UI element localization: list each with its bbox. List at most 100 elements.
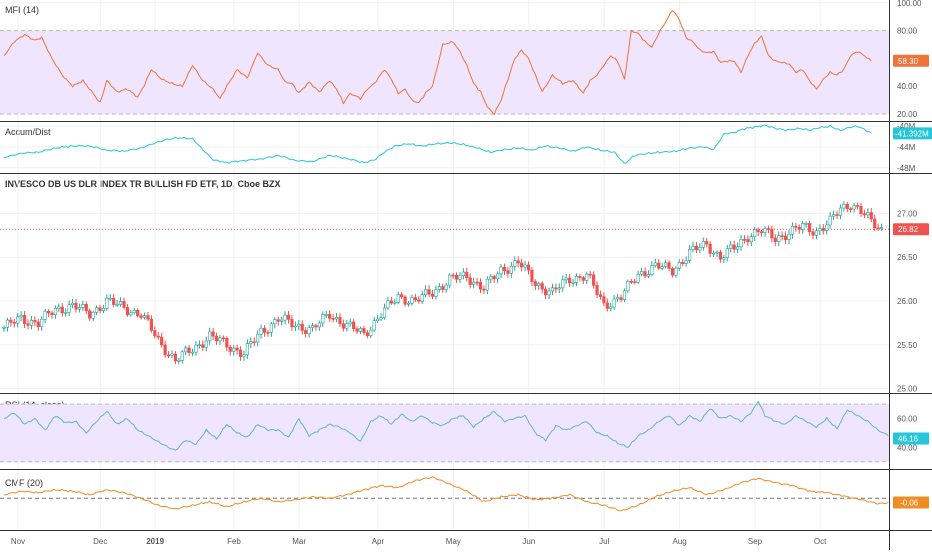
candle-body bbox=[780, 235, 784, 238]
candle-body bbox=[708, 243, 712, 254]
candle-body bbox=[273, 319, 277, 325]
candle-body bbox=[84, 304, 88, 312]
candle-body bbox=[729, 244, 733, 249]
x-tick-label: Feb bbox=[227, 537, 241, 546]
candle-body bbox=[249, 341, 253, 344]
candle-body bbox=[256, 333, 260, 343]
candle-body bbox=[578, 276, 582, 278]
x-tick-label: May bbox=[446, 537, 461, 546]
candle-body bbox=[715, 251, 719, 254]
candle-body bbox=[36, 321, 40, 327]
candle-body bbox=[403, 296, 407, 305]
candle-body bbox=[722, 257, 726, 260]
candle-body bbox=[516, 260, 520, 264]
y-tick-label: 100.00 bbox=[897, 0, 922, 8]
svg-text:46.16: 46.16 bbox=[898, 435, 919, 444]
candle-body bbox=[88, 310, 92, 319]
candle-body bbox=[684, 260, 688, 264]
candle-body bbox=[876, 227, 880, 230]
candle-body bbox=[742, 239, 747, 241]
candle-body bbox=[855, 205, 860, 207]
candle-body bbox=[125, 307, 130, 316]
candle-body bbox=[866, 212, 870, 216]
x-tick-label: Aug bbox=[672, 537, 686, 546]
candle-body bbox=[831, 214, 836, 217]
candle-body bbox=[852, 205, 856, 210]
x-tick-label: Oct bbox=[814, 537, 827, 546]
candle-body bbox=[537, 283, 541, 286]
candle-body bbox=[458, 275, 462, 280]
candle-body bbox=[698, 247, 702, 251]
candle-body bbox=[232, 347, 236, 352]
candle-body bbox=[468, 277, 472, 285]
candle-body bbox=[619, 297, 623, 300]
candle-body bbox=[818, 228, 822, 232]
candle-body bbox=[197, 344, 201, 346]
candle-body bbox=[400, 294, 404, 298]
candle-body bbox=[801, 223, 805, 230]
candle-body bbox=[33, 319, 37, 323]
candle-body bbox=[869, 212, 873, 220]
candle-body bbox=[286, 314, 291, 320]
candle-body bbox=[26, 323, 30, 326]
candle-body bbox=[81, 304, 85, 308]
candle-body bbox=[101, 308, 106, 311]
candle-body bbox=[64, 312, 68, 314]
candle-body bbox=[129, 312, 133, 316]
candle-body bbox=[338, 317, 342, 325]
candle-body bbox=[598, 294, 603, 297]
candle-body bbox=[670, 268, 675, 276]
candle-body bbox=[561, 279, 565, 289]
candle-body bbox=[879, 227, 884, 229]
candle-body bbox=[862, 213, 867, 216]
candle-body bbox=[485, 278, 489, 291]
candle-body bbox=[770, 228, 774, 239]
candle-body bbox=[67, 304, 71, 313]
overbought-oversold-band bbox=[0, 404, 889, 462]
svg-text:-0.06: -0.06 bbox=[900, 499, 919, 508]
candle-body bbox=[605, 302, 609, 309]
candle-body bbox=[136, 309, 140, 316]
candle-body bbox=[448, 274, 452, 286]
candle-body bbox=[766, 228, 771, 230]
x-tick-label: Sep bbox=[748, 537, 763, 546]
candle-body bbox=[98, 307, 102, 311]
candle-body bbox=[499, 266, 503, 275]
candle-body bbox=[465, 271, 469, 279]
candle-body bbox=[115, 304, 119, 306]
candle-body bbox=[389, 300, 393, 304]
candle-body bbox=[777, 235, 781, 242]
candle-body bbox=[735, 246, 740, 250]
candle-body bbox=[530, 269, 534, 282]
candle-body bbox=[756, 229, 760, 232]
rsi-line bbox=[3, 401, 889, 451]
candle-body bbox=[276, 319, 280, 322]
svg-text:26.82: 26.82 bbox=[898, 225, 919, 234]
candle-body bbox=[725, 248, 729, 259]
candle-body bbox=[46, 310, 51, 314]
candle-body bbox=[616, 297, 620, 300]
candle-body bbox=[581, 277, 585, 281]
candle-body bbox=[369, 329, 373, 337]
candle-body bbox=[430, 293, 435, 297]
candle-body bbox=[609, 306, 613, 309]
candle-body bbox=[177, 360, 181, 362]
candle-body bbox=[533, 281, 537, 286]
candle-body bbox=[238, 349, 243, 357]
candle-body bbox=[345, 323, 349, 329]
y-tick-label: 27.00 bbox=[897, 209, 918, 218]
candle-body bbox=[201, 344, 205, 348]
candle-body bbox=[705, 241, 709, 245]
candle-body bbox=[783, 235, 788, 240]
candle-body bbox=[585, 273, 589, 281]
candle-body bbox=[228, 346, 232, 352]
x-tick-label: Jul bbox=[599, 537, 609, 546]
candle-body bbox=[759, 231, 764, 233]
candle-body bbox=[540, 283, 544, 290]
candle-body bbox=[568, 277, 572, 284]
candle-body bbox=[40, 318, 44, 327]
candle-body bbox=[828, 215, 832, 226]
candle-body bbox=[321, 314, 325, 324]
candle-body bbox=[50, 312, 54, 316]
